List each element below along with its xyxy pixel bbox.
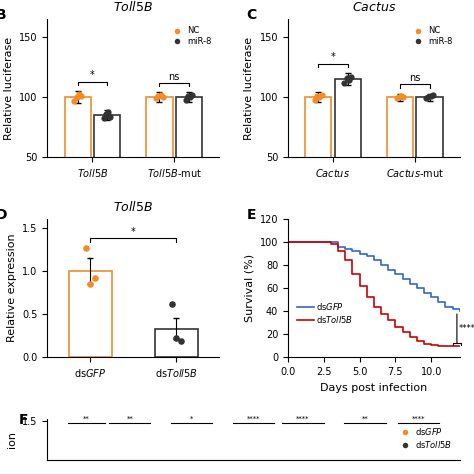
Y-axis label: ion: ion	[7, 431, 17, 448]
Point	[82, 245, 90, 252]
Point	[189, 91, 196, 99]
Bar	[155, 329, 198, 357]
Text: F: F	[18, 413, 28, 427]
Point	[71, 97, 78, 105]
Bar	[64, 97, 91, 218]
Point	[341, 79, 348, 87]
Point	[347, 73, 355, 81]
Bar	[417, 97, 443, 218]
Bar	[335, 79, 361, 218]
Point	[397, 92, 405, 100]
Point	[104, 108, 112, 116]
Text: ****: ****	[412, 416, 425, 422]
Text: *: *	[131, 227, 136, 237]
Point	[87, 280, 94, 288]
Legend: ds$\it{GFP}$, ds$\it{Toll5B}$: ds$\it{GFP}$, ds$\it{Toll5B}$	[393, 423, 456, 453]
Bar	[69, 271, 112, 357]
Point	[186, 93, 194, 101]
Legend: ds$\it{GFP}$, ds$\it{Toll5B}$: ds$\it{GFP}$, ds$\it{Toll5B}$	[294, 298, 357, 328]
Text: E: E	[246, 208, 256, 222]
Title: $\it{Toll5B}$: $\it{Toll5B}$	[113, 200, 153, 214]
Text: ns: ns	[169, 72, 180, 82]
Point	[91, 274, 99, 282]
Point	[318, 91, 325, 99]
Point	[177, 337, 184, 345]
Point	[425, 93, 432, 101]
Point	[345, 77, 353, 84]
Point	[422, 95, 430, 102]
Text: *: *	[330, 52, 335, 62]
Legend: NC, miR-8: NC, miR-8	[166, 23, 215, 49]
Bar	[305, 97, 331, 218]
Point	[429, 91, 437, 99]
Text: *: *	[90, 70, 95, 81]
Point	[159, 93, 166, 101]
Y-axis label: Relative expression: Relative expression	[7, 234, 17, 343]
Y-axis label: Relative luciferase: Relative luciferase	[244, 36, 254, 140]
Point	[77, 92, 85, 100]
Text: *: *	[190, 416, 193, 422]
Point	[393, 95, 401, 102]
Point	[153, 95, 160, 102]
Point	[173, 335, 180, 342]
Text: C: C	[246, 8, 257, 22]
X-axis label: Days post infection: Days post infection	[320, 383, 428, 392]
Bar	[387, 97, 413, 218]
Text: ****: ****	[296, 416, 310, 422]
Point	[316, 93, 323, 101]
Y-axis label: Survival (%): Survival (%)	[244, 254, 254, 322]
Bar	[146, 97, 173, 218]
Point	[75, 90, 82, 98]
Point	[395, 93, 403, 101]
Point	[184, 92, 191, 100]
Point	[73, 93, 81, 101]
Title: $\it{Toll5B}$: $\it{Toll5B}$	[113, 0, 153, 14]
Point	[311, 96, 319, 103]
Point	[400, 93, 407, 101]
Bar	[94, 115, 120, 218]
Text: ns: ns	[409, 73, 420, 83]
Title: $\it{Cactus}$: $\it{Cactus}$	[352, 0, 396, 14]
Point	[107, 113, 114, 120]
Point	[157, 91, 164, 99]
Point	[155, 92, 162, 100]
Text: **: **	[362, 416, 368, 422]
Text: D: D	[0, 208, 8, 222]
Point	[427, 92, 434, 100]
Point	[343, 74, 350, 82]
Text: ****: ****	[459, 324, 474, 333]
Text: **: **	[127, 416, 133, 422]
Legend: NC, miR-8: NC, miR-8	[406, 23, 456, 49]
Point	[102, 110, 110, 118]
Point	[168, 300, 176, 308]
Text: **: **	[83, 416, 90, 422]
Point	[313, 92, 321, 100]
Point	[182, 96, 190, 103]
Text: B: B	[0, 8, 7, 22]
Point	[100, 114, 108, 121]
Y-axis label: Relative luciferase: Relative luciferase	[4, 36, 14, 140]
Bar	[176, 97, 202, 218]
Text: ****: ****	[247, 416, 260, 422]
